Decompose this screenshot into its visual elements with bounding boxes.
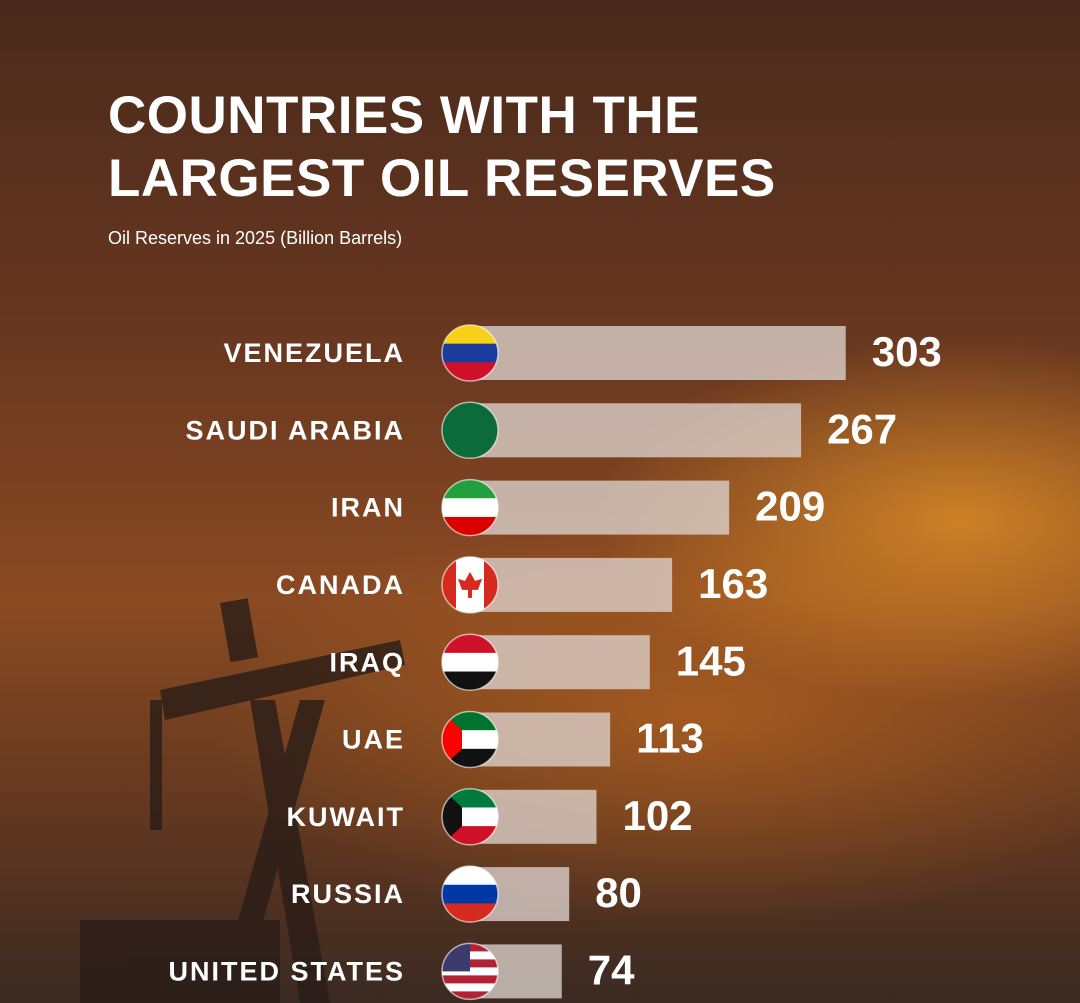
flag xyxy=(442,634,498,691)
category-label: IRAQ xyxy=(330,647,406,677)
bar xyxy=(470,480,730,535)
flag-band xyxy=(442,711,462,768)
value-label: 145 xyxy=(676,637,746,684)
flag-stripe xyxy=(442,652,498,673)
flag-rim xyxy=(441,942,499,1001)
flag-stripe xyxy=(442,983,498,992)
flag-emblem xyxy=(458,571,482,598)
flag-stripe xyxy=(442,975,498,984)
category-label: UAE xyxy=(342,725,405,755)
oil-rig-silhouette xyxy=(80,598,405,1003)
flag-stripe xyxy=(442,402,498,459)
category-label: UNITED STATES xyxy=(168,957,405,987)
flag-stripe xyxy=(442,903,498,923)
flag-stripe xyxy=(442,516,498,536)
chart-title: COUNTRIES WITH THE LARGEST OIL RESERVES xyxy=(108,86,776,208)
bar xyxy=(470,635,650,690)
flag-rim xyxy=(441,556,499,614)
flag-stripe xyxy=(442,362,498,381)
value-label: 113 xyxy=(636,715,704,762)
flag-stripe xyxy=(442,991,498,1000)
flag-rim xyxy=(441,710,499,769)
flag-stripe xyxy=(442,479,498,499)
chart-subtitle: Oil Reserves in 2025 (Billion Barrels) xyxy=(108,228,403,248)
flag xyxy=(442,866,498,923)
flag-rim xyxy=(441,633,499,691)
category-label: IRAN xyxy=(331,493,405,523)
flag-band xyxy=(442,788,462,845)
flag-stripe xyxy=(442,325,498,345)
flag-rim xyxy=(441,865,499,923)
flag xyxy=(442,479,498,536)
bar xyxy=(470,326,846,380)
bar xyxy=(470,403,802,458)
flag-stripe xyxy=(442,634,498,654)
flag-stripe xyxy=(442,498,498,518)
flag-rim xyxy=(441,788,499,846)
bar xyxy=(470,557,673,612)
flag-stripe xyxy=(442,671,498,691)
flag-stripe xyxy=(442,866,498,886)
category-label: CANADA xyxy=(276,570,405,600)
flag xyxy=(442,556,498,613)
category-label: SAUDI ARABIA xyxy=(186,415,406,445)
value-label: 209 xyxy=(755,483,825,530)
value-label: 102 xyxy=(622,792,692,839)
flag-rim xyxy=(441,401,499,460)
flag-rim xyxy=(441,478,499,537)
flag xyxy=(442,402,498,459)
flag-stripe xyxy=(442,967,498,976)
value-label: 74 xyxy=(588,946,635,993)
flag xyxy=(442,788,498,845)
flag-stripe xyxy=(442,343,498,363)
value-label: 303 xyxy=(872,328,942,375)
category-label: RUSSIA xyxy=(291,879,405,909)
flag-stripe xyxy=(442,884,498,904)
value-label: 267 xyxy=(827,405,897,452)
value-label: 80 xyxy=(595,869,642,916)
category-label: KUWAIT xyxy=(287,802,405,832)
flag xyxy=(442,325,498,381)
flag xyxy=(442,711,498,768)
value-label: 163 xyxy=(698,560,768,607)
category-label: VENEZUELA xyxy=(223,338,405,368)
flag-rim xyxy=(441,324,499,382)
